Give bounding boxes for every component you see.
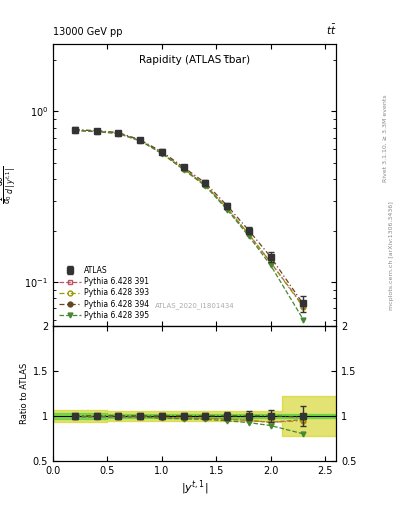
Pythia 6.428 391 [268,260,273,266]
Pythia 6.428 395 [138,137,143,143]
Pythia 6.428 391 [94,129,99,135]
Pythia 6.428 391 [160,150,164,156]
Pythia 6.428 393 [203,182,208,188]
Pythia 6.428 393 [72,126,77,133]
Text: $t\bar{t}$: $t\bar{t}$ [325,23,336,37]
Pythia 6.428 394 [160,148,164,155]
Pythia 6.428 395 [116,130,121,136]
Pythia 6.428 395 [94,128,99,134]
Pythia 6.428 393 [225,205,230,211]
Pythia 6.428 394 [203,180,208,186]
Pythia 6.428 395 [301,317,306,323]
Text: 13000 GeV pp: 13000 GeV pp [53,27,123,37]
Legend: ATLAS, Pythia 6.428 391, Pythia 6.428 393, Pythia 6.428 394, Pythia 6.428 395: ATLAS, Pythia 6.428 391, Pythia 6.428 39… [57,264,151,323]
Line: Pythia 6.428 393: Pythia 6.428 393 [72,127,306,310]
Text: Rivet 3.1.10, ≥ 3.3M events: Rivet 3.1.10, ≥ 3.3M events [383,94,387,182]
Pythia 6.428 393 [268,260,273,266]
Pythia 6.428 391 [181,166,186,172]
Pythia 6.428 393 [301,304,306,310]
Pythia 6.428 393 [181,166,186,172]
Pythia 6.428 394 [72,126,77,133]
Pythia 6.428 395 [246,233,251,240]
Pythia 6.428 391 [301,303,306,309]
Pythia 6.428 394 [138,137,143,143]
Line: Pythia 6.428 395: Pythia 6.428 395 [72,128,306,322]
Y-axis label: $\frac{1}{\sigma_0}\frac{d\sigma}{d\,|\,y^{t,1}|}$: $\frac{1}{\sigma_0}\frac{d\sigma}{d\,|\,… [0,166,19,204]
Line: Pythia 6.428 394: Pythia 6.428 394 [72,127,306,307]
Pythia 6.428 393 [116,130,121,136]
Pythia 6.428 391 [225,205,230,211]
Pythia 6.428 394 [268,254,273,260]
Pythia 6.428 394 [94,127,99,134]
Pythia 6.428 393 [246,231,251,238]
Pythia 6.428 391 [138,138,143,144]
Pythia 6.428 393 [138,137,143,143]
Pythia 6.428 395 [225,207,230,213]
Pythia 6.428 394 [301,301,306,307]
Pythia 6.428 391 [116,131,121,137]
Pythia 6.428 394 [181,164,186,170]
Y-axis label: Ratio to ATLAS: Ratio to ATLAS [20,363,29,424]
Pythia 6.428 391 [203,182,208,188]
Pythia 6.428 393 [94,127,99,134]
Pythia 6.428 395 [181,166,186,173]
X-axis label: $|y^{t,1}|$: $|y^{t,1}|$ [181,478,208,497]
Text: ATLAS_2020_I1801434: ATLAS_2020_I1801434 [155,303,234,309]
Pythia 6.428 391 [72,127,77,134]
Pythia 6.428 395 [160,151,164,157]
Line: Pythia 6.428 391: Pythia 6.428 391 [72,129,306,309]
Text: mcplots.cern.ch [arXiv:1306.3436]: mcplots.cern.ch [arXiv:1306.3436] [389,202,393,310]
Pythia 6.428 391 [246,231,251,238]
Text: Rapidity (ATLAS t̅bar): Rapidity (ATLAS t̅bar) [139,55,250,65]
Pythia 6.428 393 [160,150,164,156]
Pythia 6.428 394 [116,130,121,136]
Pythia 6.428 394 [225,203,230,209]
Pythia 6.428 395 [72,127,77,133]
Pythia 6.428 395 [268,262,273,268]
Pythia 6.428 395 [203,183,208,189]
Pythia 6.428 394 [246,227,251,233]
